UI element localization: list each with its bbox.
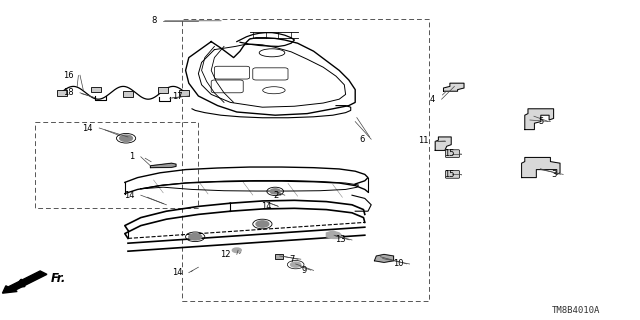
Text: 11: 11 bbox=[419, 136, 429, 145]
Text: 8: 8 bbox=[152, 16, 157, 25]
Bar bbox=[123, 91, 133, 97]
Text: 6: 6 bbox=[360, 135, 365, 144]
FancyArrow shape bbox=[3, 271, 47, 293]
Text: 7: 7 bbox=[289, 255, 294, 264]
Text: 16: 16 bbox=[63, 71, 74, 80]
Text: 10: 10 bbox=[393, 260, 403, 268]
Bar bbox=[91, 87, 101, 92]
FancyBboxPatch shape bbox=[445, 171, 460, 178]
Bar bbox=[179, 90, 189, 96]
Circle shape bbox=[270, 189, 280, 194]
Text: 3: 3 bbox=[552, 170, 557, 179]
Bar bbox=[182, 19, 429, 301]
Polygon shape bbox=[326, 231, 342, 238]
Polygon shape bbox=[150, 163, 176, 168]
Text: 14: 14 bbox=[262, 202, 272, 211]
Text: 14: 14 bbox=[124, 191, 134, 200]
Bar bbox=[35, 122, 198, 208]
Text: 14: 14 bbox=[172, 268, 182, 277]
Text: 2: 2 bbox=[273, 191, 278, 200]
Text: 13: 13 bbox=[335, 236, 346, 244]
Polygon shape bbox=[444, 83, 464, 91]
Polygon shape bbox=[525, 109, 554, 130]
Bar bbox=[158, 87, 168, 93]
Text: 15: 15 bbox=[444, 170, 454, 179]
Text: 12: 12 bbox=[220, 250, 230, 259]
Text: 5: 5 bbox=[539, 117, 544, 126]
Circle shape bbox=[232, 248, 241, 252]
Text: 9: 9 bbox=[302, 266, 307, 275]
Text: Fr.: Fr. bbox=[51, 272, 67, 285]
Circle shape bbox=[256, 221, 269, 227]
Polygon shape bbox=[522, 157, 560, 178]
Text: 1: 1 bbox=[129, 152, 134, 161]
Text: 4: 4 bbox=[430, 95, 435, 104]
Bar bbox=[57, 90, 67, 96]
Circle shape bbox=[291, 262, 301, 267]
Circle shape bbox=[189, 234, 202, 240]
Text: TM8B4010A: TM8B4010A bbox=[552, 306, 600, 315]
Bar bbox=[275, 254, 283, 259]
Polygon shape bbox=[435, 137, 451, 150]
Circle shape bbox=[120, 135, 132, 141]
FancyBboxPatch shape bbox=[445, 150, 460, 157]
Text: 17: 17 bbox=[172, 92, 182, 100]
Polygon shape bbox=[374, 254, 394, 262]
Text: 14: 14 bbox=[83, 124, 93, 132]
Text: 18: 18 bbox=[63, 88, 74, 97]
Text: 15: 15 bbox=[444, 149, 454, 158]
